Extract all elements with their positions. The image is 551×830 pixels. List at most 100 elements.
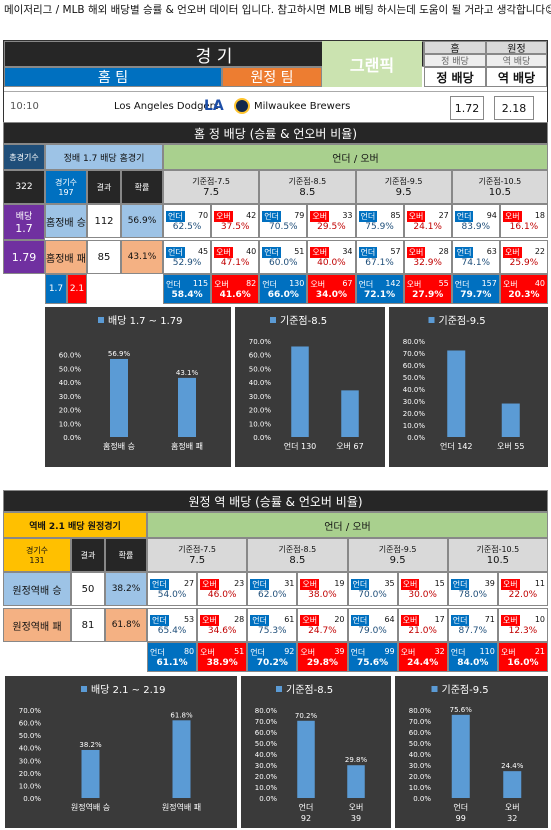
x-tick-label: 홈정배 승 xyxy=(103,441,135,451)
dodgers-logo-icon: LA xyxy=(204,98,224,114)
x-tick-label: 오버 xyxy=(349,802,364,812)
over-cell: 오버 28 32.9% xyxy=(403,240,452,274)
over-label: 오버 xyxy=(300,647,316,657)
over-count: 55 xyxy=(438,278,449,288)
under-cell: 언더 99 75.6% xyxy=(347,642,398,672)
result-row-pct: 56.9% xyxy=(121,204,163,238)
over-cell: 오버 32 24.4% xyxy=(397,642,448,672)
sec1-games-value: 197 xyxy=(58,188,74,197)
match-row: 10:10 Los Angeles Dodgers LA Milwaukee B… xyxy=(4,91,547,123)
over-count-line: 오버 27 xyxy=(405,210,451,222)
over-label: 오버 xyxy=(500,578,520,590)
over-count-line: 오버 40 xyxy=(501,279,547,290)
under-label: 언더 xyxy=(450,647,466,657)
y-tick-label: 40.0% xyxy=(255,751,278,759)
under-count: 63 xyxy=(486,246,497,256)
under-cell: 언더 115 58.4% xyxy=(163,274,212,304)
away-odds[interactable]: 2.18 xyxy=(494,96,534,120)
baseline-title: 기준점-9.5 xyxy=(384,177,423,186)
y-tick-label: 10.0% xyxy=(249,420,272,428)
over-count-line: 오버 28 xyxy=(405,246,451,258)
under-label: 언더 xyxy=(262,246,281,258)
chart-title: 기준점-8.5 xyxy=(286,684,333,696)
y-tick-label: 0.0% xyxy=(63,434,81,442)
over-count: 27 xyxy=(438,210,449,220)
bar xyxy=(501,403,520,437)
over-count-line: 오버 32 xyxy=(399,647,447,658)
y-tick-label: 20.0% xyxy=(403,410,426,418)
legend-swatch xyxy=(270,317,276,323)
y-tick-label: 40.0% xyxy=(249,379,272,387)
home-odds[interactable]: 1.72 xyxy=(450,96,484,120)
over-label: 오버 xyxy=(500,647,516,657)
x-tick-label: 언더 xyxy=(453,802,468,812)
under-cell: 언더 130 66.0% xyxy=(259,274,308,304)
over-pct: 24.7% xyxy=(308,625,337,636)
under-count-line: 언더 70 xyxy=(164,210,210,222)
result-row-label: 원정역배 승 xyxy=(3,572,71,606)
home-main: 정 배당 xyxy=(424,67,486,87)
over-label: 오버 xyxy=(300,578,320,590)
over-label: 오버 xyxy=(214,246,233,258)
over-count: 23 xyxy=(234,578,245,588)
over-cell: 오버 23 46.0% xyxy=(197,572,248,606)
under-pct: 58.4% xyxy=(171,289,203,300)
x-tick-label: 언더 142 xyxy=(440,441,473,451)
over-pct: 27.9% xyxy=(412,289,444,300)
sec2-title: 원정 역 배당 (승률 & 언오버 비율) xyxy=(3,490,548,512)
under-pct: 84.0% xyxy=(457,657,489,668)
over-cell: 오버 20 24.7% xyxy=(297,608,348,642)
over-cell: 오버 51 38.9% xyxy=(197,642,248,672)
baseline-header: 기준점-7.5 7.5 xyxy=(163,170,260,204)
under-label: 언더 xyxy=(250,614,269,626)
intro-text: 메이저리그 / MLB 해외 배당별 승률 & 언오버 데이터 입니다. 참고하… xyxy=(4,4,551,16)
data-label: 38.2% xyxy=(79,741,102,749)
x-tick-sublabel: 39 xyxy=(351,814,361,823)
y-tick-label: 10.0% xyxy=(255,784,278,792)
over-label: 오버 xyxy=(300,614,320,626)
over-pct: 47.1% xyxy=(220,257,250,268)
under-pct: 70.5% xyxy=(269,221,298,232)
over-cell: 오버 11 22.0% xyxy=(497,572,548,606)
bar xyxy=(447,350,466,437)
over-count-line: 오버 15 xyxy=(399,578,447,590)
over-count: 39 xyxy=(334,646,345,656)
y-tick-label: 30.0% xyxy=(59,393,82,401)
sec2-odds-label: 역배 2.1 배당 원정경기 xyxy=(3,512,147,538)
result-row-label: 홈정배 패 xyxy=(45,240,87,274)
data-label: 29.8% xyxy=(345,756,368,764)
under-count-line: 언더 45 xyxy=(164,246,210,258)
sec2-result-label: 결과 xyxy=(71,538,105,572)
under-count: 92 xyxy=(284,646,295,656)
y-tick-label: 70.0% xyxy=(255,718,278,726)
under-cell: 언더 142 72.1% xyxy=(355,274,404,304)
over-count: 17 xyxy=(434,614,445,624)
under-pct: 75.9% xyxy=(365,221,394,232)
under-count: 45 xyxy=(197,246,209,256)
under-count-line: 언더 61 xyxy=(248,614,296,626)
over-label: 오버 xyxy=(310,279,326,289)
y-tick-label: 50.0% xyxy=(19,732,42,740)
over-count-line: 오버 20 xyxy=(298,614,346,626)
under-count-line: 언더 80 xyxy=(148,647,196,658)
over-label: 오버 xyxy=(400,614,420,626)
under-count-line: 언더 63 xyxy=(453,246,499,258)
legend-swatch xyxy=(98,317,104,323)
under-count-line: 언더 110 xyxy=(449,647,497,658)
under-cell: 언더 63 74.1% xyxy=(451,240,500,274)
baseline-title: 기준점-10.5 xyxy=(476,545,520,554)
over-count: 33 xyxy=(342,210,353,220)
under-count-line: 언더 39 xyxy=(449,578,497,590)
over-label: 오버 xyxy=(200,578,219,590)
away-team-name: Milwaukee Brewers xyxy=(254,101,351,112)
range-low: 1.7 xyxy=(45,274,67,304)
over-count-line: 오버 28 xyxy=(198,614,246,626)
under-label: 언더 xyxy=(450,614,470,626)
over-label: 오버 xyxy=(502,210,522,222)
over-label: 오버 xyxy=(406,210,426,222)
result-row-label: 홈정배 승 xyxy=(45,204,87,238)
baseline-title: 기준점-8.5 xyxy=(278,545,317,554)
sec1-under-over-header: 언더 / 오버 xyxy=(163,144,548,170)
over-pct: 32.9% xyxy=(413,257,442,268)
over-label: 오버 xyxy=(406,246,426,258)
